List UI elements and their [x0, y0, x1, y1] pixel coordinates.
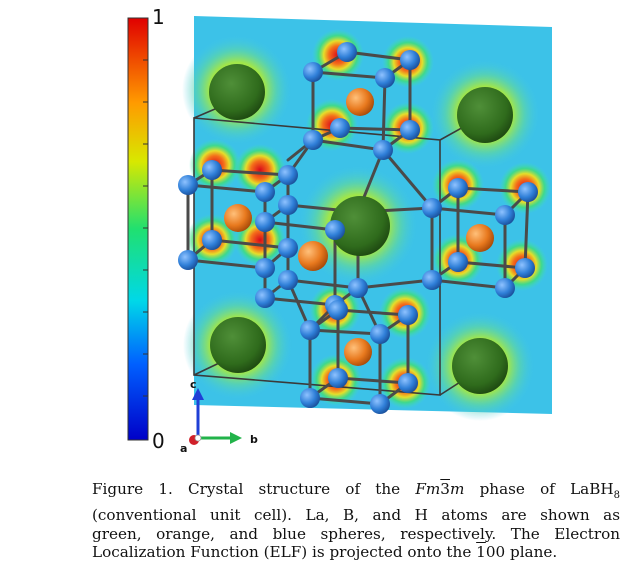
- h-atom: [375, 68, 395, 88]
- h-atom: [303, 62, 323, 82]
- la-atom: [452, 338, 508, 394]
- b-atoms: [224, 88, 494, 366]
- h-atom: [255, 258, 275, 278]
- h-atom: [278, 270, 298, 290]
- h-atom: [422, 270, 442, 290]
- axis-b-label: b: [250, 433, 258, 446]
- caption-line-3: green, orange, and blue spheres, respect…: [92, 524, 620, 543]
- h-atom: [398, 305, 418, 325]
- h-atom: [448, 178, 468, 198]
- h-atom: [348, 278, 368, 298]
- figure-label: Figure 1.: [92, 480, 173, 498]
- h-atom: [373, 140, 393, 160]
- h-atom: [202, 230, 222, 250]
- b-atom: [344, 338, 372, 366]
- h-atom: [202, 160, 222, 180]
- b-atom: [466, 224, 494, 252]
- h-atom: [422, 198, 442, 218]
- la-atoms: [209, 64, 513, 394]
- figure-caption: Figure 1. Crystal structure of the Fm3m …: [92, 480, 620, 562]
- h-atom: [255, 288, 275, 308]
- la-atom: [209, 64, 265, 120]
- la-atom: [330, 196, 390, 256]
- axis-c-label: c: [190, 378, 197, 391]
- caption-line-1: Figure 1. Crystal structure of the Fm3m …: [92, 480, 621, 502]
- h-atom: [400, 50, 420, 70]
- phase-bar-digit: 3: [440, 480, 450, 498]
- h-atom: [278, 165, 298, 185]
- la-atom: [457, 87, 513, 143]
- plane-bar-digit: 1: [476, 543, 486, 562]
- h-atom: [495, 205, 515, 225]
- h-atom: [448, 252, 468, 272]
- h-atom: [370, 394, 390, 414]
- h-atom: [278, 195, 298, 215]
- b-atom: [224, 204, 252, 232]
- h-atom: [515, 258, 535, 278]
- caption-line-4: Localization Function (ELF) is projected…: [92, 543, 558, 562]
- h-atom: [370, 324, 390, 344]
- axis-triad: c b a: [180, 378, 258, 455]
- h-atom: [330, 118, 350, 138]
- h-atom: [325, 220, 345, 240]
- crystal-structure-figure: 1 0: [127, 5, 552, 455]
- colorbar-ticks: [143, 59, 148, 397]
- h-atom: [400, 120, 420, 140]
- h-atom: [303, 130, 323, 150]
- b-atom: [346, 88, 374, 116]
- h-atom: [518, 182, 538, 202]
- b-atom: [298, 241, 328, 271]
- caption-line-2: (conventional unit cell). La, B, and H a…: [92, 505, 620, 524]
- h-atom: [255, 212, 275, 232]
- h-atom: [328, 300, 348, 320]
- colorbar-max-label: 1: [152, 5, 165, 29]
- h-atom: [300, 320, 320, 340]
- axis-a-label: a: [180, 442, 187, 455]
- h-atom: [255, 182, 275, 202]
- h-atom: [398, 373, 418, 393]
- h-atoms: [178, 42, 538, 414]
- h-atom: [178, 175, 198, 195]
- h-atom: [337, 42, 357, 62]
- colorbar-min-label: 0: [152, 429, 165, 453]
- la-atom: [210, 317, 266, 373]
- h-atom: [300, 388, 320, 408]
- colorbar: [127, 17, 149, 441]
- h-atom: [328, 368, 348, 388]
- h-atom: [178, 250, 198, 270]
- h-atom: [278, 238, 298, 258]
- h-atom: [495, 278, 515, 298]
